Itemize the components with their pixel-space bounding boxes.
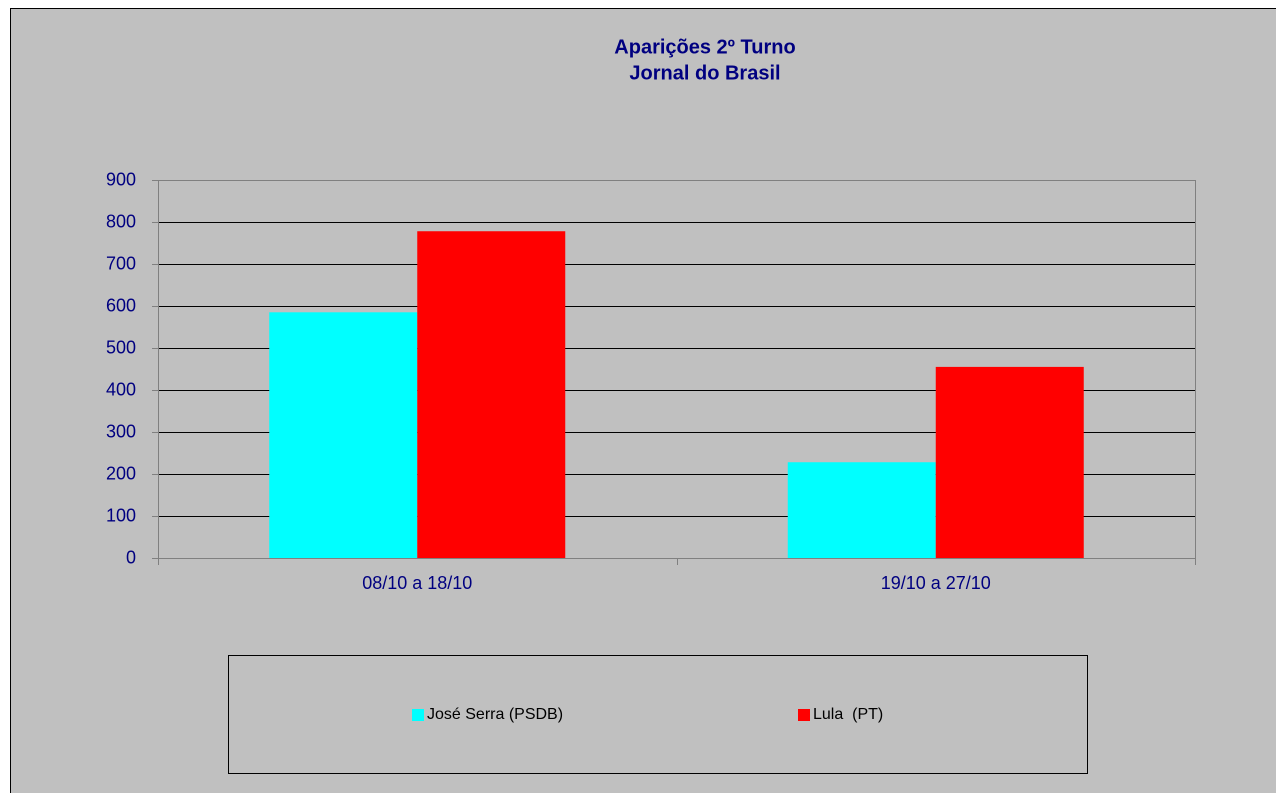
x-tick-label: 19/10 a 27/10 bbox=[881, 573, 991, 593]
y-tick-label: 800 bbox=[106, 211, 136, 231]
y-tick-label: 500 bbox=[106, 337, 136, 357]
y-tick-label: 100 bbox=[106, 505, 136, 525]
y-tick-label: 0 bbox=[126, 547, 136, 567]
chart-title: Aparições 2º Turno bbox=[614, 36, 795, 58]
y-tick-label: 400 bbox=[106, 379, 136, 399]
legend-swatch bbox=[798, 709, 810, 721]
y-tick-label: 200 bbox=[106, 463, 136, 483]
y-tick-label: 900 bbox=[106, 169, 136, 189]
y-tick-label: 600 bbox=[106, 295, 136, 315]
y-tick-label: 700 bbox=[106, 253, 136, 273]
legend-box bbox=[228, 655, 1088, 774]
legend-label: Lula (PT) bbox=[813, 706, 883, 723]
legend-swatch bbox=[412, 709, 424, 721]
bar bbox=[417, 231, 566, 559]
x-tick-label: 08/10 a 18/10 bbox=[362, 573, 472, 593]
chart-background bbox=[10, 8, 1276, 793]
y-tick-label: 300 bbox=[106, 421, 136, 441]
bar bbox=[787, 462, 936, 558]
chart-subtitle: Jornal do Brasil bbox=[629, 62, 780, 84]
legend-label: José Serra (PSDB) bbox=[427, 706, 563, 723]
bar bbox=[935, 366, 1084, 558]
bar bbox=[269, 312, 418, 558]
